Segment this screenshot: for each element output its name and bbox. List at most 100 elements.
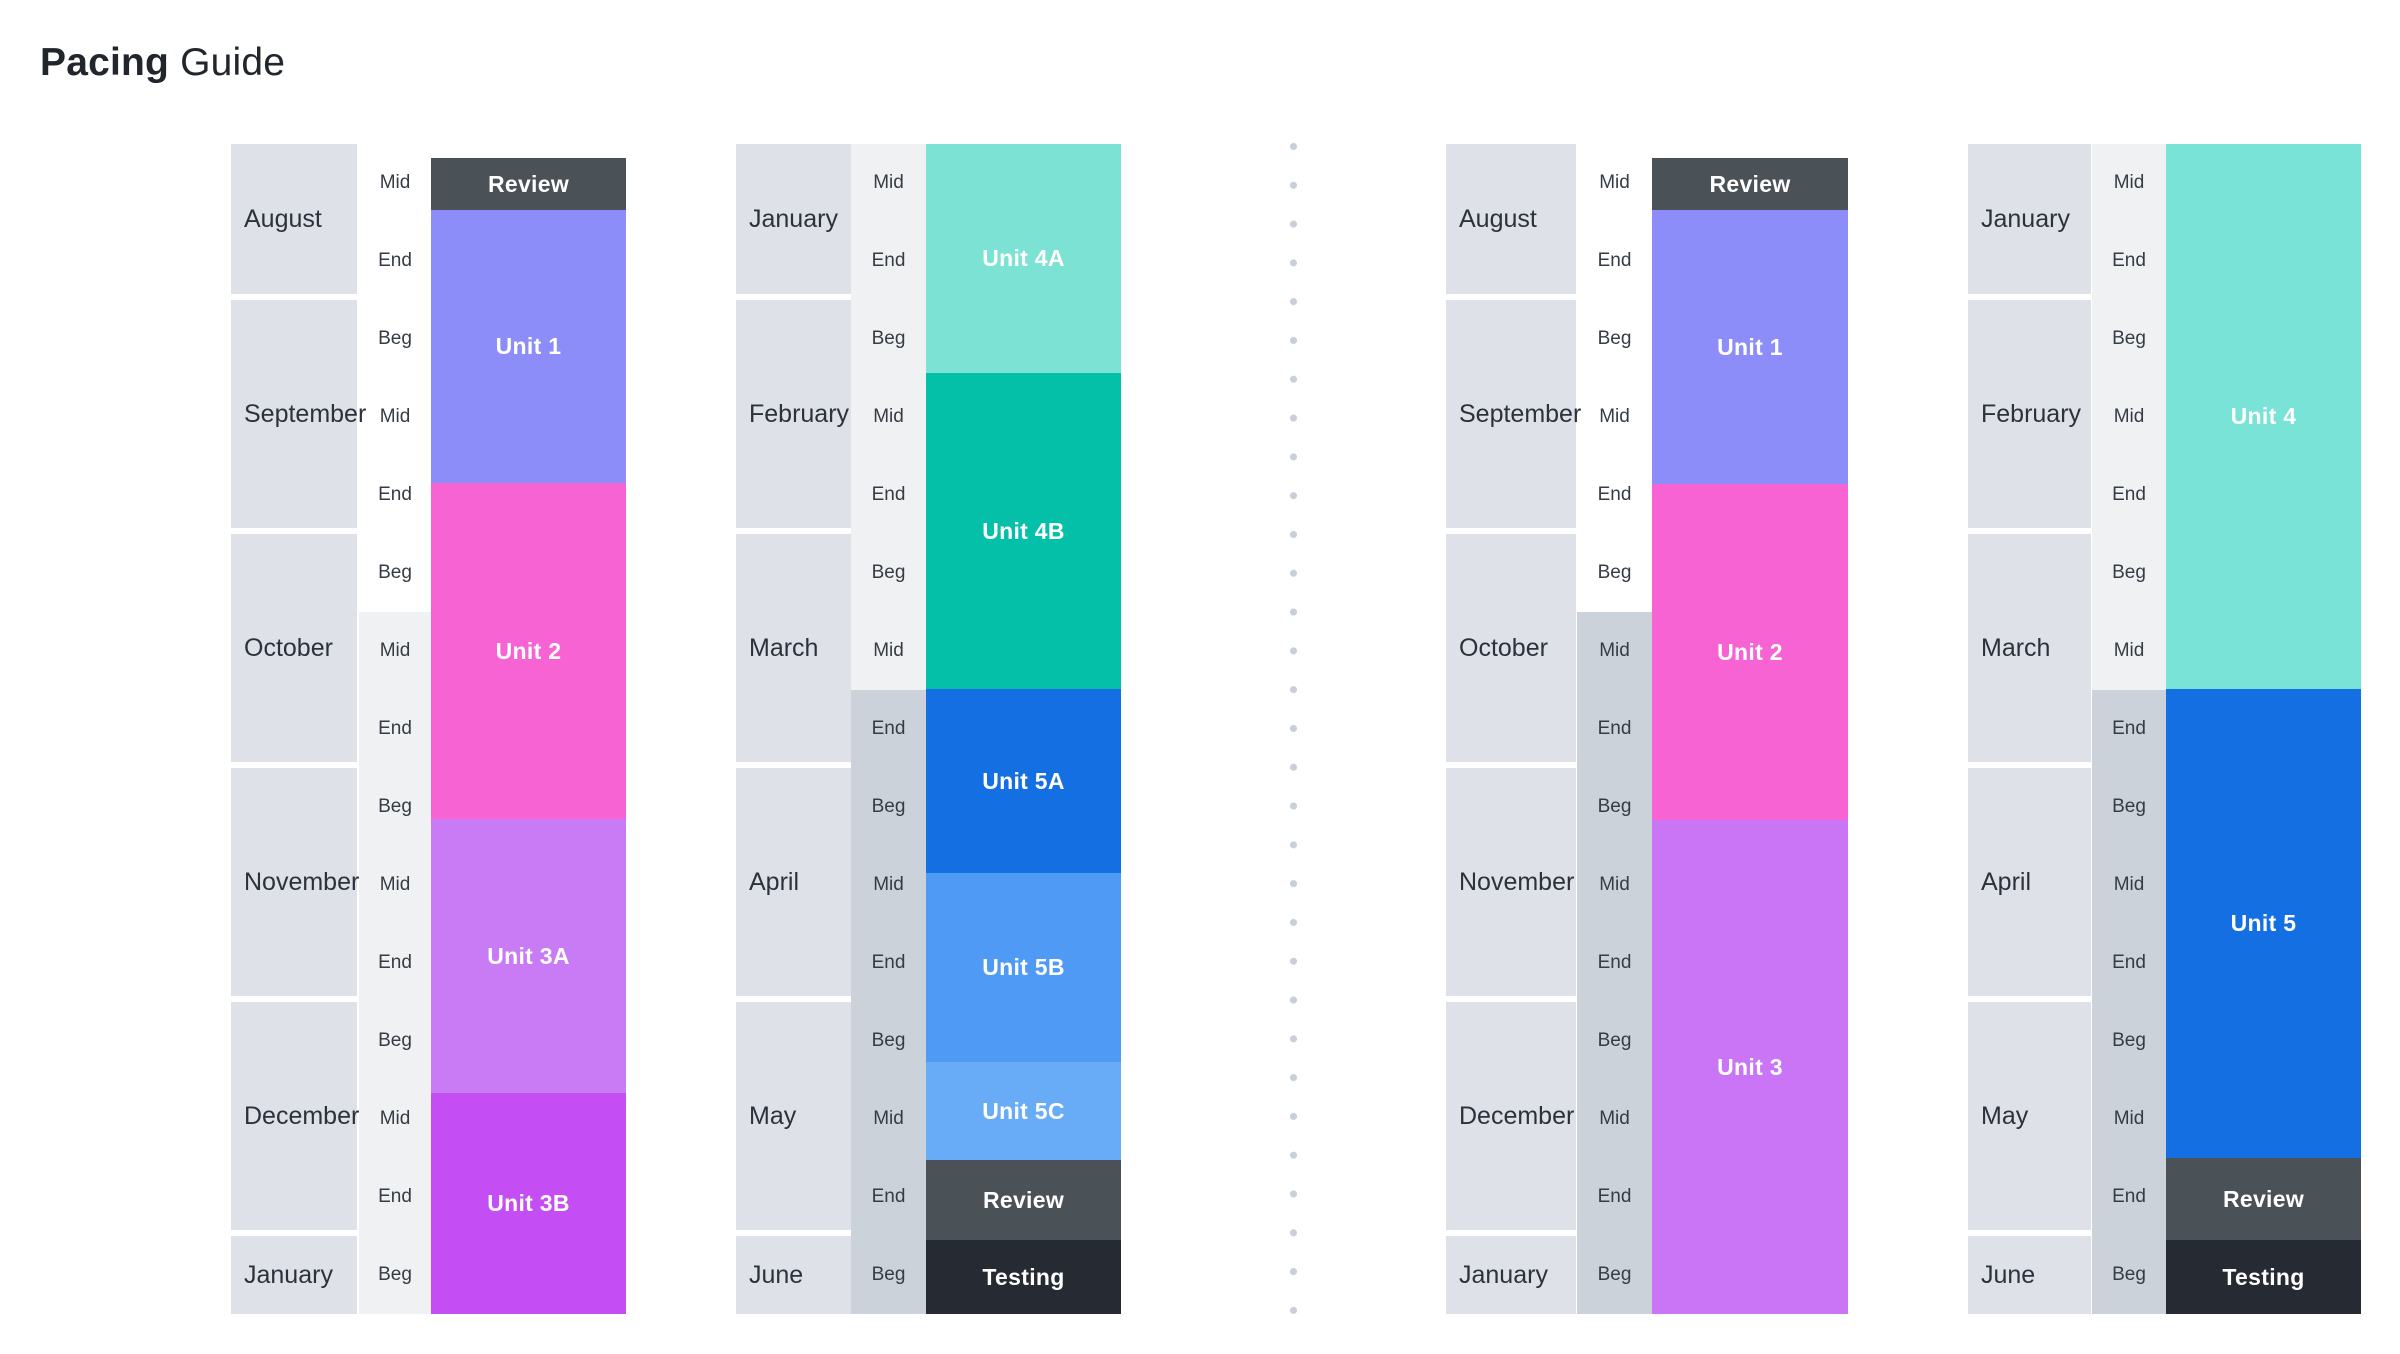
tick-label: Beg — [1597, 562, 1632, 583]
tick-row: End — [851, 222, 926, 300]
month-cell-november: November — [1446, 768, 1576, 996]
unit-block-review: Review — [431, 158, 626, 210]
unit-label: Unit 5 — [2230, 910, 2297, 936]
page-title-regular: Guide — [180, 41, 286, 84]
month-label: August — [244, 204, 322, 233]
unit-label: Unit 4A — [982, 245, 1065, 271]
tick-label: Beg — [378, 1264, 412, 1285]
tick-row: Beg — [1577, 1002, 1652, 1080]
month-cell-april: April — [1968, 768, 2091, 996]
tick-row: End — [359, 1158, 431, 1236]
tick-row: Beg — [2092, 768, 2166, 846]
tick-label: Mid — [873, 640, 904, 661]
unit-label: Unit 3A — [487, 942, 570, 969]
tick-label: Mid — [2113, 640, 2145, 661]
month-label: February — [749, 399, 850, 428]
unit-block-unit-5a: Unit 5A — [926, 689, 1121, 873]
unit-block-unit-5b: Unit 5B — [926, 873, 1121, 1062]
unit-block-unit-5: Unit 5 — [2166, 689, 2361, 1158]
tick-label: End — [2112, 484, 2146, 505]
tick-row: Mid — [851, 144, 926, 222]
tick-row: End — [359, 456, 431, 534]
unit-label: Unit 2 — [1717, 638, 1783, 665]
month-cell-october: October — [231, 534, 357, 762]
tick-label: Mid — [873, 172, 904, 193]
tick-row: Beg — [851, 1002, 926, 1080]
tick-label: End — [871, 1186, 906, 1207]
tick-label: Mid — [379, 640, 411, 661]
tick-label: Beg — [1597, 1264, 1632, 1285]
tick-row: Beg — [359, 1236, 431, 1314]
tick-row: Mid — [1577, 1080, 1652, 1158]
unit-block-unit-3a: Unit 3A — [431, 819, 626, 1093]
tick-label: Beg — [2112, 796, 2146, 817]
month-cell-june: June — [1968, 1236, 2091, 1314]
unit-label: Unit 3 — [1717, 1053, 1783, 1080]
tick-row: End — [359, 924, 431, 1002]
unit-label: Unit 5A — [982, 767, 1065, 794]
month-cell-may: May — [736, 1002, 852, 1230]
tick-row: End — [1577, 456, 1652, 534]
tick-row: End — [1577, 1158, 1652, 1236]
tick-row: Beg — [2092, 534, 2166, 612]
tick-row: Beg — [359, 534, 431, 612]
month-cell-june: June — [736, 1236, 852, 1314]
tick-row: End — [851, 924, 926, 1002]
tick-label: Beg — [2112, 1264, 2146, 1285]
tick-row: Mid — [2092, 378, 2166, 456]
tick-row: Mid — [359, 144, 431, 222]
unit-block-unit-2: Unit 2 — [1652, 484, 1848, 820]
tick-label: Mid — [2113, 1108, 2145, 1129]
tick-label: End — [871, 250, 906, 271]
tick-label: End — [1597, 718, 1632, 739]
tick-label: Beg — [378, 796, 412, 817]
tick-label: End — [2112, 1186, 2146, 1207]
tick-label: Mid — [1599, 172, 1630, 193]
tick-row: Mid — [2092, 1080, 2166, 1158]
unit-block-unit-4: Unit 4 — [2166, 144, 2361, 689]
tick-row: Beg — [359, 768, 431, 846]
tick-label: Mid — [1599, 1108, 1630, 1129]
month-cell-september: September — [231, 300, 366, 528]
tick-label: End — [1597, 484, 1632, 505]
tick-row: Beg — [2092, 1236, 2166, 1314]
tick-label: Beg — [2112, 328, 2146, 349]
dotted-divider — [1290, 143, 1297, 1314]
tick-label: Beg — [871, 1030, 906, 1051]
tick-label: End — [378, 952, 412, 973]
month-label: October — [1459, 633, 1548, 662]
unit-block-review: Review — [926, 1160, 1121, 1240]
month-cell-october: October — [1446, 534, 1576, 762]
tick-label: Beg — [871, 328, 906, 349]
tick-label: End — [378, 250, 412, 271]
month-label: March — [749, 633, 819, 662]
tick-row: Mid — [1577, 612, 1652, 690]
tick-row: Beg — [2092, 1002, 2166, 1080]
tick-row: Beg — [359, 300, 431, 378]
tick-row: End — [2092, 690, 2166, 768]
tick-row: Mid — [851, 846, 926, 924]
month-cell-january: January — [736, 144, 852, 294]
tick-row: End — [851, 456, 926, 534]
tick-label: Mid — [2113, 874, 2145, 895]
unit-block-review: Review — [1652, 158, 1848, 210]
month-label: November — [244, 867, 360, 896]
unit-label: Testing — [982, 1263, 1065, 1290]
unit-block-unit-1: Unit 1 — [431, 210, 626, 483]
tick-label: End — [871, 952, 906, 973]
month-label: September — [1459, 399, 1582, 428]
unit-block-unit-3: Unit 3 — [1652, 820, 1848, 1314]
unit-label: Unit 5B — [982, 954, 1065, 980]
tick-row: Beg — [851, 534, 926, 612]
month-cell-december: December — [231, 1002, 359, 1230]
tick-row: Mid — [359, 846, 431, 924]
month-cell-april: April — [736, 768, 852, 996]
tick-label: Mid — [873, 1108, 904, 1129]
tick-label: Mid — [379, 406, 411, 427]
unit-block-unit-1: Unit 1 — [1652, 210, 1848, 484]
month-label: March — [1981, 633, 2051, 662]
month-label: June — [749, 1260, 804, 1289]
month-label: December — [1459, 1101, 1575, 1130]
unit-block-unit-5c: Unit 5C — [926, 1062, 1121, 1160]
